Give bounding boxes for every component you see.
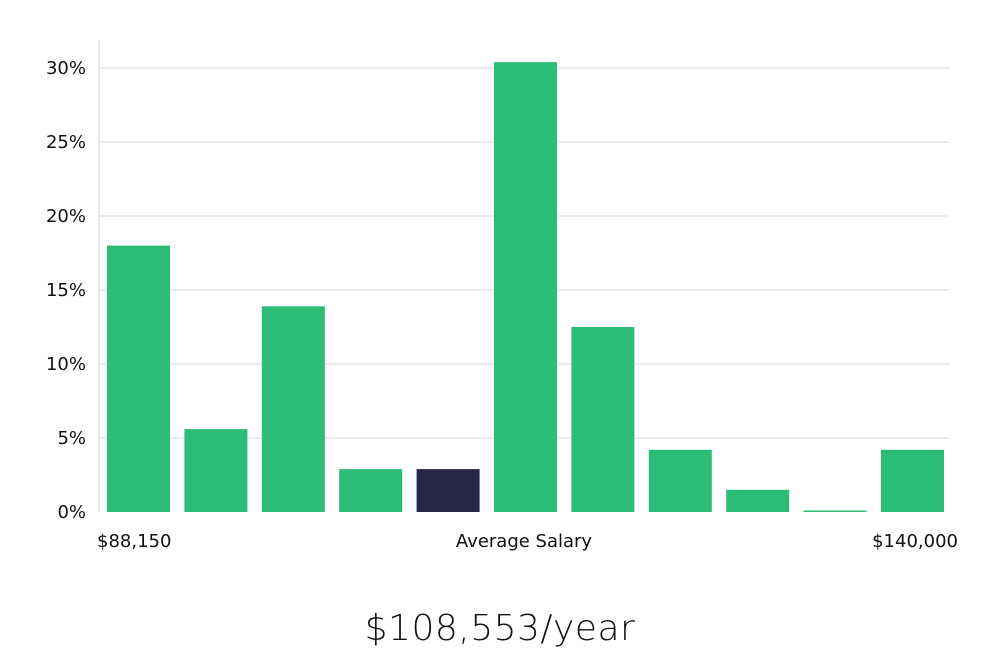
bar <box>648 449 712 512</box>
bars <box>107 62 944 512</box>
bar <box>494 62 557 512</box>
bar <box>107 245 170 512</box>
bar <box>803 510 867 512</box>
bar <box>184 429 248 512</box>
y-tick-label: 0% <box>57 502 86 523</box>
y-tick-label: 25% <box>46 132 86 153</box>
bar <box>339 469 403 512</box>
bar <box>261 306 325 512</box>
y-tick-label: 10% <box>46 354 86 375</box>
bar-highlighted <box>416 469 480 512</box>
x-min-label: $88,150 <box>97 531 171 552</box>
bar <box>881 449 944 512</box>
salary-distribution-chart: 0% 5% 10% 15% 20% 25% 30% $88,150 Average Sala… <box>46 40 958 552</box>
y-tick-labels: 0% 5% 10% 15% 20% 25% 30% <box>46 58 86 523</box>
y-tick-label: 20% <box>46 206 86 227</box>
x-max-label: $140,000 <box>872 531 958 552</box>
y-tick-label: 15% <box>46 280 86 301</box>
y-tick-label: 5% <box>57 428 86 449</box>
y-tick-label: 30% <box>46 58 86 79</box>
average-salary-value: $108,553/year <box>364 608 636 649</box>
x-center-label: Average Salary <box>456 531 593 552</box>
bar <box>571 327 635 512</box>
bar <box>726 489 790 512</box>
